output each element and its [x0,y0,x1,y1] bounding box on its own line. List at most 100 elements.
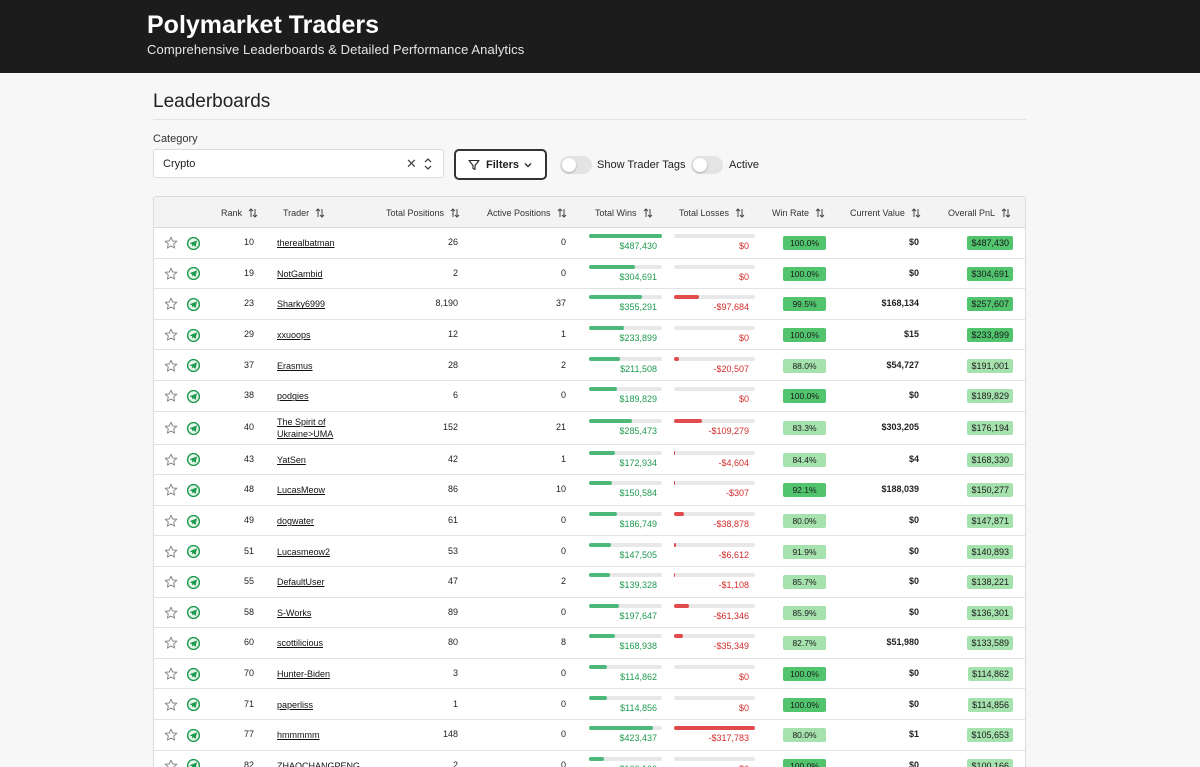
col-active-positions[interactable]: Active Positions [487,208,567,218]
star-icon[interactable] [164,483,178,497]
telegram-icon[interactable] [186,575,201,590]
star-icon[interactable] [164,421,178,435]
table-row[interactable]: 38 podgies 6 0 $189,829 $0 100.0% $0 $189,829 [154,381,1025,412]
star-icon[interactable] [164,328,178,342]
overall-pnl-badge: $133,589 [967,636,1013,651]
col-trader[interactable]: Trader [283,208,325,218]
star-icon[interactable] [164,514,178,528]
active-toggle[interactable] [691,156,723,174]
col-rank[interactable]: Rank [221,208,258,218]
table-row[interactable]: 19 NotGambid 2 0 $304,691 $0 100.0% $0 $304,691 [154,258,1025,290]
trader-link[interactable]: hmmmmm [277,730,320,741]
table-row[interactable]: 10 therealbatman 26 0 $487,430 $0 100.0% $0 $487… [154,228,1025,259]
table-row[interactable]: 29 xxuoops 12 1 $233,899 $0 100.0% $15 $233,899 [154,319,1025,351]
star-icon[interactable] [164,759,178,767]
total-wins-value: $285,473 [619,426,657,437]
star-icon[interactable] [164,453,178,467]
overall-pnl-badge: $176,194 [967,421,1013,436]
telegram-icon[interactable] [186,266,201,281]
star-icon[interactable] [164,698,178,712]
trader-link[interactable]: dogwater [277,516,315,527]
telegram-icon[interactable] [186,389,201,404]
star-icon[interactable] [164,667,178,681]
select-updown-icon[interactable] [423,156,433,172]
telegram-icon[interactable] [186,514,201,529]
star-icon[interactable] [164,728,178,742]
trader-link[interactable]: Lucasmeow2 [277,546,331,557]
total-positions-cell: 47 [447,576,458,587]
table-row[interactable]: 49 dogwater 61 0 $186,749 -$38,878 80.0% $0 $147… [154,505,1025,537]
show-trader-tags-toggle[interactable] [560,156,592,174]
trader-link[interactable]: ZHAOCHANGPENG [277,760,361,767]
table-row[interactable]: 82 ZHAOCHANGPENG 2 0 $100,166 $0 100.0% $0 $100,… [154,750,1025,767]
table-row[interactable]: 48 LucasMeow 86 10 $150,584 -$307 92.1% $188,03… [154,475,1025,506]
trader-link[interactable]: Erasmus [277,360,313,371]
trader-link[interactable]: therealbatman [277,238,335,249]
telegram-icon[interactable] [186,421,201,436]
telegram-icon[interactable] [186,697,201,712]
telegram-icon[interactable] [186,636,201,651]
star-icon[interactable] [164,267,178,281]
trader-link[interactable]: YatSen [277,454,306,465]
table-row[interactable]: 51 Lucasmeow2 53 0 $147,505 -$6,612 91.9% $0 $14… [154,536,1025,567]
table-row[interactable]: 58 S-Works 89 0 $197,647 -$61,346 85.9% $0 $136,… [154,597,1025,629]
overall-pnl-badge: $138,221 [967,575,1013,590]
trader-link[interactable]: Sharky6999 [277,299,326,310]
trader-link[interactable]: xxuoops [277,330,311,341]
filters-button[interactable]: Filters [454,149,547,180]
table-row[interactable]: 55 DefaultUser 47 2 $139,328 -$1,108 85.7% $0 $1… [154,567,1025,598]
trader-link[interactable]: paperliss [277,699,314,710]
telegram-icon[interactable] [186,358,201,373]
telegram-icon[interactable] [186,236,201,251]
table-row[interactable]: 60 scottilicious 80 8 $168,938 -$35,349 82.7% $… [154,628,1025,659]
star-icon[interactable] [164,359,178,373]
star-icon[interactable] [164,606,178,620]
star-icon[interactable] [164,236,178,250]
star-icon[interactable] [164,636,178,650]
telegram-icon[interactable] [186,758,201,767]
overall-pnl-badge: $100,166 [967,758,1013,767]
trader-link[interactable]: LucasMeow [277,485,326,496]
trader-link[interactable]: NotGambid [277,268,323,279]
col-win-rate[interactable]: Win Rate [772,208,825,218]
clear-icon[interactable]: ✕ [406,156,417,171]
col-total-wins[interactable]: Total Wins [595,208,653,218]
telegram-icon[interactable] [186,667,201,682]
star-icon[interactable] [164,575,178,589]
table-row[interactable]: 77 hmmmmm 148 0 $423,437 -$317,783 80.0% $1 $105… [154,720,1025,751]
total-positions-cell: 6 [452,390,458,401]
star-icon[interactable] [164,389,178,403]
losses-bar [674,481,755,486]
table-row[interactable]: 40 The Spirit of Ukraine>UMA 152 21 $285,473… [154,411,1025,445]
trader-link[interactable]: S-Works [277,607,312,618]
col-current-value[interactable]: Current Value [850,208,921,218]
total-positions-cell: 3 [452,668,458,679]
table-row[interactable]: 43 YatSen 42 1 $172,934 -$4,604 84.4% $4 $168,33… [154,444,1025,476]
heading-divider [153,119,1026,120]
telegram-icon[interactable] [186,728,201,743]
wins-bar-fill [589,665,607,670]
telegram-icon[interactable] [186,605,201,620]
rank-cell: 58 [243,606,254,617]
category-select[interactable]: Crypto ✕ [153,149,444,178]
trader-link[interactable]: DefaultUser [277,577,325,588]
telegram-icon[interactable] [186,452,201,467]
telegram-icon[interactable] [186,483,201,498]
table-row[interactable]: 23 Sharky6999 8,190 37 $355,291 -$97,684 99.5%… [154,289,1025,320]
telegram-icon[interactable] [186,297,201,312]
table-row[interactable]: 71 paperliss 1 0 $114,856 $0 100.0% $0 $114,856 [154,689,1025,720]
table-row[interactable]: 37 Erasmus 28 2 $211,508 -$20,507 88.0% $54,727… [154,350,1025,381]
col-total-losses[interactable]: Total Losses [679,208,745,218]
telegram-icon[interactable] [186,328,201,343]
col-total-positions[interactable]: Total Positions [386,208,460,218]
overall-pnl-badge: $487,430 [967,236,1013,251]
star-icon[interactable] [164,545,178,559]
trader-link[interactable]: podgies [277,391,309,402]
trader-link[interactable]: Hunter-Biden [277,669,331,680]
telegram-icon[interactable] [186,544,201,559]
trader-link[interactable]: scottilicious [277,638,324,649]
star-icon[interactable] [164,297,178,311]
trader-link[interactable]: The Spirit of Ukraine>UMA [277,417,334,440]
col-overall-pnl[interactable]: Overall PnL [948,208,1011,218]
table-row[interactable]: 70 Hunter-Biden 3 0 $114,862 $0 100.0% $0 $114,8… [154,658,1025,690]
